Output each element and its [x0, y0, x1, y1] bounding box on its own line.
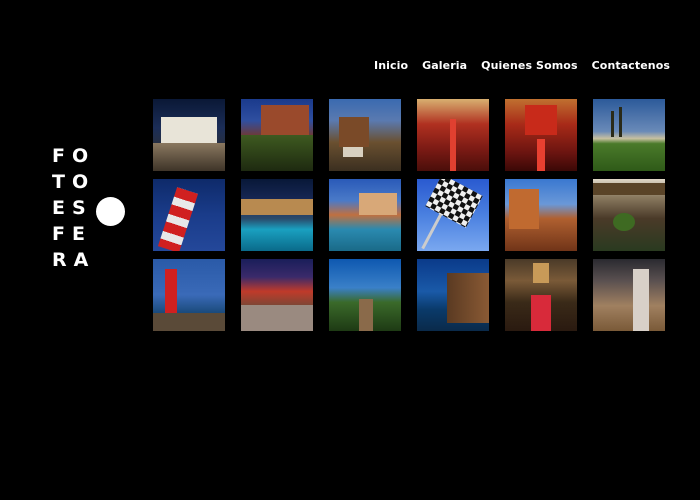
- photo-detail: [241, 135, 313, 171]
- logo[interactable]: FO TO ES FE RA: [52, 146, 132, 276]
- gallery-thumbnail[interactable]: [417, 179, 489, 251]
- gallery-thumbnail[interactable]: [593, 179, 665, 251]
- photo-detail: [421, 210, 444, 250]
- red-auditorium-photo-icon: [525, 105, 557, 135]
- patio-house-photo-icon: [339, 117, 369, 147]
- statue-photo-icon: [633, 269, 649, 331]
- bar-terrace-photo-icon: [241, 305, 313, 331]
- gallery-thumbnail[interactable]: [505, 179, 577, 251]
- photo-detail: [613, 213, 635, 231]
- gallery-thumbnail[interactable]: [505, 99, 577, 171]
- forest-bridge-photo-icon: [359, 299, 373, 331]
- nav-inicio[interactable]: Inicio: [374, 59, 409, 72]
- gallery-thumbnail[interactable]: [417, 259, 489, 331]
- courtyard-photo-icon: [593, 183, 665, 195]
- gallery-thumbnail[interactable]: [329, 179, 401, 251]
- nav-contactenos[interactable]: Contactenos: [591, 59, 671, 72]
- garden-hotel-photo-icon: [261, 105, 309, 137]
- gallery-thumbnail[interactable]: [505, 259, 577, 331]
- church-aisle-photo-icon: [531, 295, 551, 331]
- gallery-thumbnail[interactable]: [329, 259, 401, 331]
- photo-detail: [153, 143, 225, 171]
- gallery-thumbnail[interactable]: [329, 99, 401, 171]
- photo-detail: [533, 263, 549, 283]
- gallery-thumbnail[interactable]: [241, 99, 313, 171]
- palm-golf-photo-icon: [611, 111, 614, 137]
- logo-text-row: RA: [52, 249, 96, 271]
- night-pool-photo-icon: [241, 199, 313, 215]
- gallery-thumbnail[interactable]: [593, 99, 665, 171]
- gallery-thumbnail[interactable]: [417, 99, 489, 171]
- nav-quienes-somos[interactable]: Quienes Somos: [481, 59, 578, 72]
- gallery-thumbnail[interactable]: [153, 99, 225, 171]
- photo-detail: [537, 139, 545, 171]
- red-rock-coast-photo-icon: [509, 189, 539, 229]
- logo-text-row: FE: [52, 223, 92, 245]
- gallery-thumbnail[interactable]: [153, 179, 225, 251]
- gallery-thumbnail[interactable]: [241, 179, 313, 251]
- gallery-thumbnail[interactable]: [593, 259, 665, 331]
- photo-detail: [343, 147, 363, 157]
- night-building-photo-icon: [161, 117, 217, 143]
- nav-galeria[interactable]: Galeria: [422, 59, 468, 72]
- logo-circle-icon: [96, 197, 125, 226]
- gallery-thumbnail[interactable]: [153, 259, 225, 331]
- logo-text-row: FO: [52, 145, 96, 167]
- main-nav: Inicio Galeria Quienes Somos Contactenos: [374, 59, 670, 73]
- theater-interior-photo-icon: [450, 119, 456, 171]
- lighthouse-photo-icon: [157, 187, 199, 251]
- gallery-thumbnail[interactable]: [241, 259, 313, 331]
- logo-text-row: TO: [52, 171, 96, 193]
- red-lighthouse-photo-icon: [165, 269, 177, 313]
- logo-text-row: ES: [52, 197, 93, 219]
- checkered-flag-photo-icon: [425, 179, 483, 228]
- photo-gallery: [153, 99, 665, 331]
- sea-cliff-photo-icon: [447, 273, 489, 323]
- photo-detail: [153, 313, 225, 331]
- resort-pool-photo-icon: [359, 193, 397, 215]
- photo-detail: [619, 107, 622, 137]
